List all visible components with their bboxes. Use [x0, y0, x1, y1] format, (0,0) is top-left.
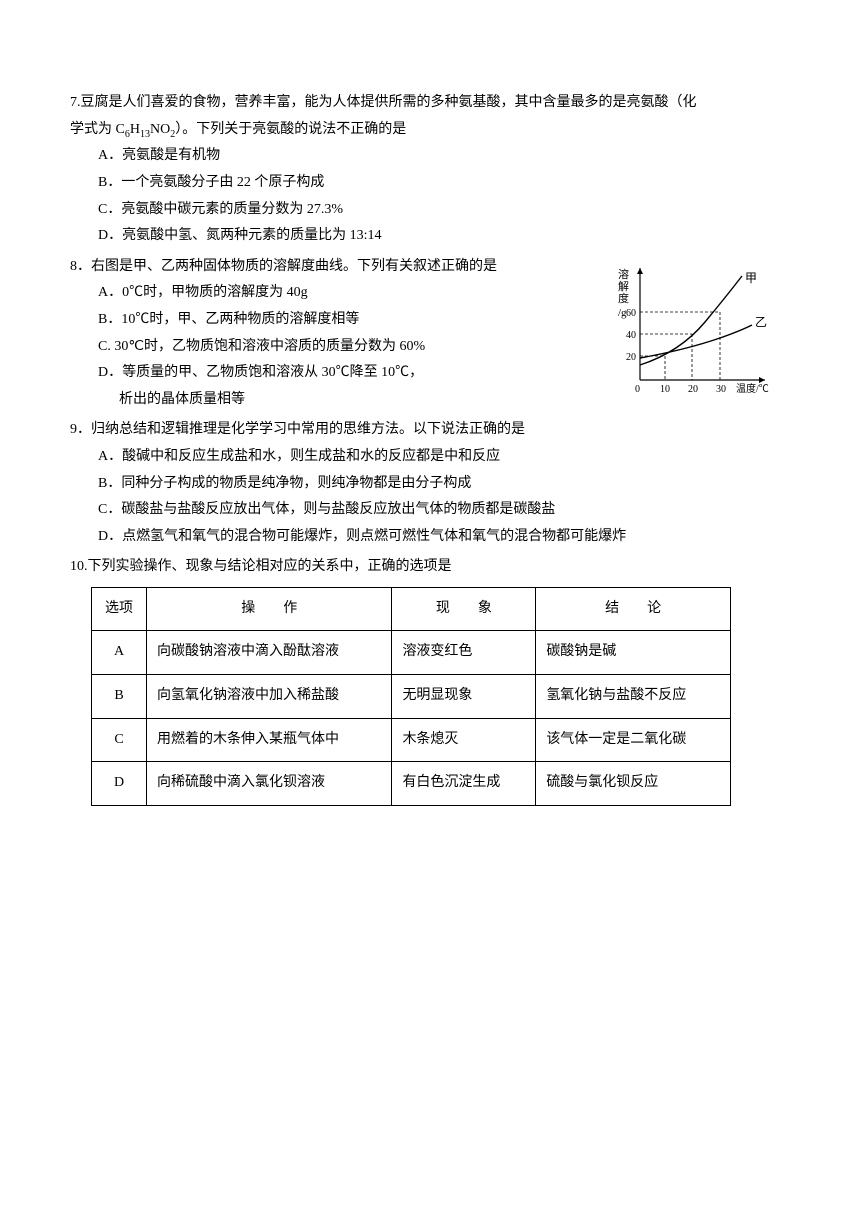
chart-svg: 溶 解 度 /g 20 40 60 10 20 30 温度/℃ 0 [610, 260, 780, 400]
label-yi: 乙 [755, 315, 767, 329]
th-op: 操 作 [147, 587, 392, 631]
q7-option-b: B．一个亮氨酸分子由 22 个原子构成 [98, 170, 790, 197]
cell-ph: 无明显现象 [392, 675, 536, 719]
curve-jia [640, 276, 742, 365]
xtick-10: 10 [660, 384, 670, 395]
q7-stem-line1: 7.豆腐是人们喜爱的食物，营养丰富，能为人体提供所需的多种氨基酸，其中含量最多的… [70, 90, 790, 117]
cell-opt: B [92, 675, 147, 719]
q10-stem: 10.下列实验操作、现象与结论相对应的关系中，正确的选项是 [70, 554, 790, 581]
xtick-30: 30 [716, 384, 726, 395]
cell-ph: 溶液变红色 [392, 631, 536, 675]
cell-opt: D [92, 762, 147, 806]
q7-option-d: D．亮氨酸中氢、氮两种元素的质量比为 13:14 [98, 223, 790, 250]
xtick-20: 20 [688, 384, 698, 395]
question-8: 8．右图是甲、乙两种固体物质的溶解度曲线。下列有关叙述正确的是 A．0℃时，甲物… [70, 254, 790, 414]
cell-op: 向稀硫酸中滴入氯化钡溶液 [147, 762, 392, 806]
q8-option-d2: 析出的晶体质量相等 [98, 387, 530, 414]
q7-stem-pre: 学式为 C [70, 122, 125, 137]
ytick-40: 40 [626, 330, 636, 341]
cell-opt: A [92, 631, 147, 675]
q7-stem-mid2: NO [150, 122, 170, 137]
solubility-chart: 溶 解 度 /g 20 40 60 10 20 30 温度/℃ 0 [610, 260, 780, 400]
x-label: 温度/℃ [736, 382, 769, 395]
y-label-1: 溶 [618, 267, 629, 281]
q7-options: A．亮氨酸是有机物 B．一个亮氨酸分子由 22 个原子构成 C．亮氨酸中碳元素的… [70, 143, 790, 249]
th-con: 结 论 [536, 587, 731, 631]
cell-ph: 有白色沉淀生成 [392, 762, 536, 806]
cell-ph: 木条熄灭 [392, 718, 536, 762]
q8-option-c: C. 30℃时，乙物质饱和溶液中溶质的质量分数为 60% [98, 334, 530, 361]
q7-stem-mid1: H [130, 122, 140, 137]
q7-stem-line2: 学式为 C6H13NO2）。下列关于亮氨酸的说法不正确的是 [70, 117, 790, 144]
experiment-table: 选项 操 作 现 象 结 论 A 向碳酸钠溶液中滴入酚酞溶液 溶液变红色 碳酸钠… [91, 587, 731, 806]
q7-sub2: 13 [140, 128, 150, 139]
cell-con: 碳酸钠是碱 [536, 631, 731, 675]
y-arrow-icon [637, 268, 643, 274]
question-7: 7.豆腐是人们喜爱的食物，营养丰富，能为人体提供所需的多种氨基酸，其中含量最多的… [70, 90, 790, 250]
ytick-20: 20 [626, 352, 636, 363]
ytick-60: 60 [626, 308, 636, 319]
cell-op: 向碳酸钠溶液中滴入酚酞溶液 [147, 631, 392, 675]
cell-opt: C [92, 718, 147, 762]
cell-con: 硫酸与氯化钡反应 [536, 762, 731, 806]
question-10: 10.下列实验操作、现象与结论相对应的关系中，正确的选项是 选项 操 作 现 象… [70, 554, 790, 806]
q8-option-b: B．10℃时，甲、乙两种物质的溶解度相等 [98, 307, 530, 334]
q9-option-c: C．碳酸盐与盐酸反应放出气体，则与盐酸反应放出气体的物质都是碳酸盐 [98, 497, 790, 524]
q9-stem: 9．归纳总结和逻辑推理是化学学习中常用的思维方法。以下说法正确的是 [70, 417, 790, 444]
cell-op: 向氢氧化钠溶液中加入稀盐酸 [147, 675, 392, 719]
q9-option-b: B．同种分子构成的物质是纯净物，则纯净物都是由分子构成 [98, 471, 790, 498]
q8-option-d1: D．等质量的甲、乙物质饱和溶液从 30℃降至 10℃， [98, 360, 530, 387]
q8-options: A．0℃时，甲物质的溶解度为 40g B．10℃时，甲、乙两种物质的溶解度相等 … [70, 280, 530, 413]
q7-option-a: A．亮氨酸是有机物 [98, 143, 790, 170]
label-jia: 甲 [745, 271, 757, 285]
y-label-2: 解 [618, 279, 629, 293]
cell-con: 氢氧化钠与盐酸不反应 [536, 675, 731, 719]
cell-con: 该气体一定是二氧化碳 [536, 718, 731, 762]
table-header-row: 选项 操 作 现 象 结 论 [92, 587, 731, 631]
table-row: C 用燃着的木条伸入某瓶气体中 木条熄灭 该气体一定是二氧化碳 [92, 718, 731, 762]
q9-option-d: D．点燃氢气和氧气的混合物可能爆炸，则点燃可燃性气体和氧气的混合物都可能爆炸 [98, 524, 790, 551]
x-arrow-icon [759, 377, 765, 383]
curve-yi [640, 325, 752, 358]
q7-stem-post: ）。下列关于亮氨酸的说法不正确的是 [175, 122, 406, 137]
table-row: B 向氢氧化钠溶液中加入稀盐酸 无明显现象 氢氧化钠与盐酸不反应 [92, 675, 731, 719]
q9-option-a: A．酸碱中和反应生成盐和水，则生成盐和水的反应都是中和反应 [98, 444, 790, 471]
q7-option-c: C．亮氨酸中碳元素的质量分数为 27.3% [98, 197, 790, 224]
th-ph: 现 象 [392, 587, 536, 631]
cell-op: 用燃着的木条伸入某瓶气体中 [147, 718, 392, 762]
y-label-3: 度 [618, 291, 629, 305]
origin-label: 0 [635, 384, 640, 395]
question-9: 9．归纳总结和逻辑推理是化学学习中常用的思维方法。以下说法正确的是 A．酸碱中和… [70, 417, 790, 550]
table-row: D 向稀硫酸中滴入氯化钡溶液 有白色沉淀生成 硫酸与氯化钡反应 [92, 762, 731, 806]
q8-option-a: A．0℃时，甲物质的溶解度为 40g [98, 280, 530, 307]
th-opt: 选项 [92, 587, 147, 631]
table-row: A 向碳酸钠溶液中滴入酚酞溶液 溶液变红色 碳酸钠是碱 [92, 631, 731, 675]
q9-options: A．酸碱中和反应生成盐和水，则生成盐和水的反应都是中和反应 B．同种分子构成的物… [70, 444, 790, 550]
